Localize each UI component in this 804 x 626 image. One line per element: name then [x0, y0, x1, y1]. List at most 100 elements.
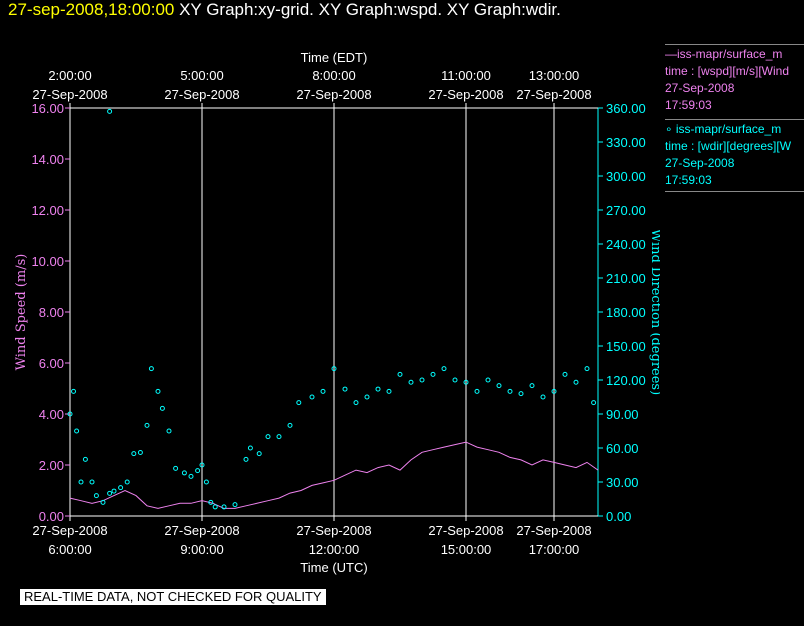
series-wdir-point [375, 386, 381, 392]
y-axis-label-left: Wind Speed (m/s) [14, 254, 29, 371]
series-wdir-point [71, 388, 77, 394]
x-tick-time: 12:00:00 [309, 542, 360, 557]
series-wdir-point [496, 383, 502, 389]
x-top-tick-date: 27-Sep-2008 [428, 87, 503, 102]
series-wdir-point [540, 394, 546, 400]
series-wdir-point [100, 499, 106, 505]
series-wdir-point [148, 366, 154, 372]
series-wspd-line [69, 441, 599, 509]
x-tick-date: 27-Sep-2008 [32, 523, 107, 538]
series-wdir-point [474, 388, 480, 394]
x-top-tick-date: 27-Sep-2008 [164, 87, 239, 102]
y-right-tick-label: 180.00 [606, 305, 646, 320]
legend-wspd-line2: time : [wspd][m/s][Wind [665, 64, 790, 78]
series-wdir-point [166, 428, 172, 434]
series-wdir-point [111, 488, 117, 494]
x-tick-date: 27-Sep-2008 [164, 523, 239, 538]
legend-wspd-line1: —iss-mapr/surface_m [665, 47, 783, 61]
series-wdir-point [364, 394, 370, 400]
series-wdir-point [159, 405, 165, 411]
legend-wdir-line1: ∘ iss-mapr/surface_m [665, 122, 782, 136]
series-wdir-point [485, 377, 491, 383]
series-wdir-point [419, 377, 425, 383]
y-left-tick-label: 16.00 [31, 101, 64, 116]
series-wdir-point [199, 462, 205, 468]
graph-list: XY Graph:xy-grid. XY Graph:wspd. XY Grap… [179, 0, 561, 19]
legend-wdir-line3: 27-Sep-2008 [665, 156, 735, 170]
series-wdir-point [452, 377, 458, 383]
series-wdir-point [118, 485, 124, 491]
series-wdir-point [331, 366, 337, 372]
x-top-tick-time: 5:00:00 [180, 68, 223, 83]
series-wdir-point [386, 388, 392, 394]
series-wdir-point [107, 108, 113, 114]
series-wdir-point [591, 400, 597, 406]
y-left-tick-label: 2.00 [39, 458, 64, 473]
series-wdir-point [74, 428, 80, 434]
series-wdir-point [195, 468, 201, 474]
y-right-tick-label: 0.00 [606, 509, 631, 524]
legend-line-swatch: — [665, 47, 677, 61]
y-right-tick-label: 60.00 [606, 441, 639, 456]
series-wdir-point [573, 379, 579, 385]
series-wdir-point [463, 379, 469, 385]
series-wdir-point [353, 400, 359, 406]
quality-banner: REAL-TIME DATA, NOT CHECKED FOR QUALITY [20, 589, 326, 605]
series-wdir-point [93, 493, 99, 499]
x-axis-label-top: Time (EDT) [301, 50, 368, 65]
legend-wspd: —iss-mapr/surface_m time : [wspd][m/s][W… [665, 46, 804, 114]
y-axis-label-right: Wind Direction (degrees) [648, 229, 660, 395]
x-tick-time: 15:00:00 [441, 542, 492, 557]
timestamp: 27-sep-2008,18:00:00 [8, 0, 175, 19]
series-wdir-point [562, 371, 568, 377]
y-right-tick-label: 90.00 [606, 407, 639, 422]
x-top-tick-time: 13:00:00 [529, 68, 580, 83]
series-wdir-point [221, 504, 227, 510]
y-left-tick-label: 0.00 [39, 509, 64, 524]
series-wdir-point [247, 445, 253, 451]
x-top-tick-date: 27-Sep-2008 [516, 87, 591, 102]
x-tick-date: 27-Sep-2008 [516, 523, 591, 538]
series-wdir-point [342, 386, 348, 392]
series-wdir-point [173, 465, 179, 471]
legend-separator [665, 44, 804, 45]
legend-wdir: ∘ iss-mapr/surface_m time : [wdir][degre… [665, 121, 804, 189]
series-wdir-point [89, 479, 95, 485]
series-wdir-point [67, 411, 73, 417]
x-top-tick-date: 27-Sep-2008 [296, 87, 371, 102]
series-wdir-point [256, 451, 262, 457]
series-wdir-point [107, 490, 113, 496]
x-tick-time: 6:00:00 [48, 542, 91, 557]
legend-wspd-line3: 27-Sep-2008 [665, 81, 735, 95]
series-wdir-point [584, 366, 590, 372]
x-tick-date: 27-Sep-2008 [296, 523, 371, 538]
y-left-tick-label: 10.00 [31, 254, 64, 269]
y-left-tick-label: 12.00 [31, 203, 64, 218]
series-wdir-point [144, 422, 150, 428]
series-wdir-point [208, 499, 214, 505]
series-wdir-point [397, 371, 403, 377]
series-wdir-point [430, 371, 436, 377]
y-right-tick-label: 120.00 [606, 373, 646, 388]
series-wdir-point [408, 379, 414, 385]
legend-marker-swatch: ∘ [665, 122, 676, 136]
series-wdir-point [320, 388, 326, 394]
series-wdir-point [287, 422, 293, 428]
x-tick-time: 17:00:00 [529, 542, 580, 557]
series-wdir-point [137, 450, 143, 456]
y-right-tick-label: 30.00 [606, 475, 639, 490]
series-wdir-point [212, 504, 218, 510]
chart-header: 27-sep-2008,18:00:00 XY Graph:xy-grid. X… [8, 0, 561, 20]
series-wdir-point [529, 383, 535, 389]
y-right-tick-label: 150.00 [606, 339, 646, 354]
series-wdir-point [243, 456, 249, 462]
x-tick-date: 27-Sep-2008 [428, 523, 503, 538]
y-right-tick-label: 210.00 [606, 271, 646, 286]
series-wdir-point [188, 473, 194, 479]
series-wdir-point [265, 434, 271, 440]
series-wdir-point [551, 388, 557, 394]
series-wdir-point [309, 394, 315, 400]
x-top-tick-time: 2:00:00 [48, 68, 91, 83]
series-wdir-point [276, 434, 282, 440]
y-right-tick-label: 360.00 [606, 101, 646, 116]
